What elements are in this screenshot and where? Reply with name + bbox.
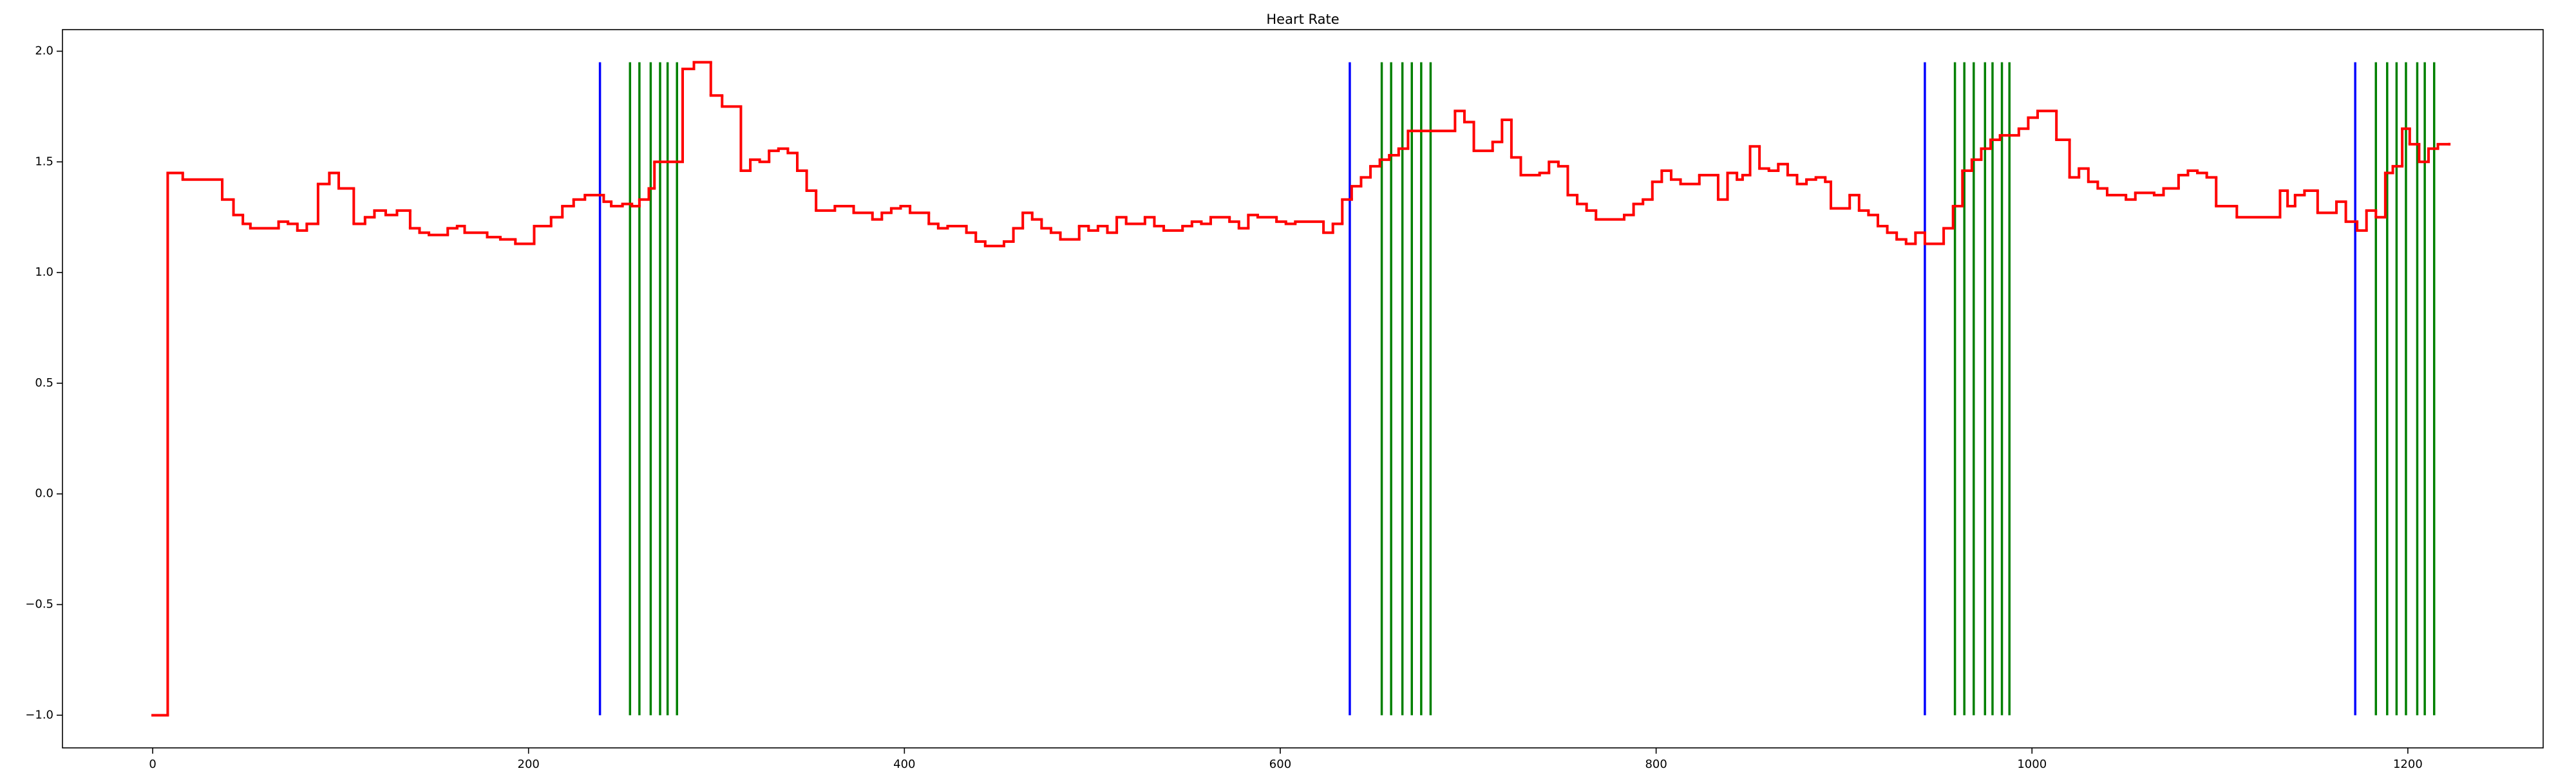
y-tick-label: 0.5 bbox=[35, 376, 53, 390]
y-tick-label: 2.0 bbox=[35, 44, 53, 58]
x-tick-label: 0 bbox=[149, 758, 156, 771]
x-tick-label: 800 bbox=[1645, 758, 1667, 771]
y-tick-label: 1.0 bbox=[35, 265, 53, 279]
chart-title: Heart Rate bbox=[1266, 12, 1339, 27]
x-tick-label: 200 bbox=[518, 758, 540, 771]
x-tick-label: 1200 bbox=[2393, 758, 2423, 771]
x-tick-label: 400 bbox=[893, 758, 915, 771]
x-tick-label: 600 bbox=[1269, 758, 1291, 771]
y-tick-label: 0.0 bbox=[35, 487, 53, 501]
y-tick-label: −0.5 bbox=[25, 598, 53, 611]
axes-frame bbox=[62, 29, 2544, 749]
x-tick-label: 1000 bbox=[2017, 758, 2047, 771]
y-tick-label: 1.5 bbox=[35, 155, 53, 168]
y-tick-label: −1.0 bbox=[25, 708, 53, 721]
